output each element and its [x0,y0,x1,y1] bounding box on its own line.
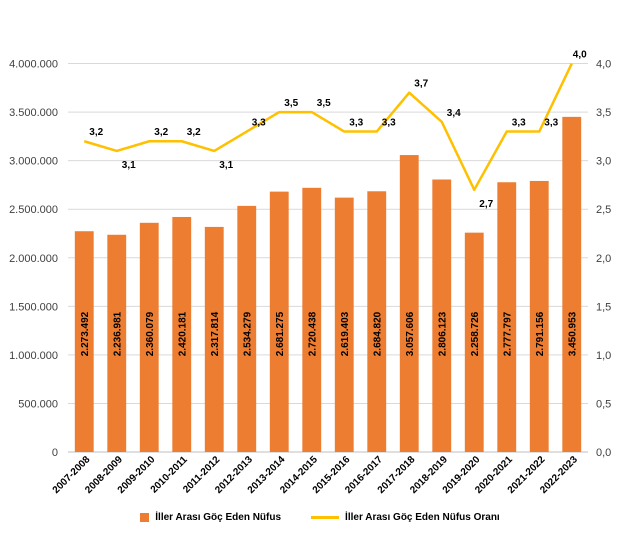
bar [204,226,224,452]
bar-value-label: 2.619.403 [340,311,351,356]
left-axis-tick-label: 3.500.000 [9,107,58,119]
legend-label-line: İller Arası Göç Eden Nüfus Oranı [345,512,500,523]
bar-value-label: 2.420.181 [177,311,188,356]
bar-value-label: 3.057.606 [405,311,416,356]
rate-value-label: 3,3 [512,118,526,129]
right-axis-tick-label: 0,0 [596,447,611,459]
right-axis-tick-label: 4,0 [596,59,611,71]
bar-value-label: 3.450.953 [567,311,578,356]
legend-item-bar: İller Arası Göç Eden Nüfus [140,512,281,523]
bar-value-label: 2.720.438 [307,311,318,356]
rate-value-label: 2,7 [479,199,493,210]
legend-swatch-line [311,516,340,519]
right-axis-tick-label: 3,0 [596,156,611,168]
combo-chart-svg: 0 500.000 1.000.000 1.500.000 2.000.000 2.500… [9,50,611,496]
bar-value-label: 2.236.981 [112,311,123,356]
bar [139,222,159,452]
legend-swatch-bar [140,513,150,522]
rate-value-label: 3,3 [252,118,266,129]
rate-line [83,63,573,192]
rate-value-label: 3,5 [317,98,331,109]
bar-value-label: 2.791.156 [535,311,546,356]
rate-value-label: 3,3 [349,118,363,129]
bar [399,155,419,452]
right-axis-tick-label: 1,5 [596,301,611,313]
bar [334,197,354,452]
left-axis-tick-label: 1.500.000 [9,301,58,313]
bar [172,216,192,452]
right-axis-tick-label: 2,0 [596,253,611,265]
rate-value-label: 3,1 [219,160,233,171]
rate-value-label: 3,5 [284,98,298,109]
bar-value-label: 2.317.814 [210,311,221,356]
bar-value-label: 2.777.797 [502,311,513,356]
rate-value-label: 3,7 [414,79,428,90]
right-axis-tick-label: 2,5 [596,204,611,216]
rate-value-label: 4,0 [573,50,587,61]
right-axis-tick-label: 1,0 [596,350,611,362]
left-axis-tick-label: 1.000.000 [9,350,58,362]
bar [497,182,517,452]
bar [237,205,257,452]
left-axis-tick-label: 4.000.000 [9,59,58,71]
legend-item-line: İller Arası Göç Eden Nüfus Oranı [311,512,500,523]
bar-value-label: 2.806.123 [437,311,448,356]
left-axis-tick-label: 2.000.000 [9,253,58,265]
bar-value-label: 2.684.820 [372,311,383,356]
rate-value-label: 3,2 [187,127,201,138]
bar-value-label: 2.534.279 [242,311,253,356]
right-axis-tick-label: 0,5 [596,398,611,410]
bar [107,234,127,452]
rate-value-label: 3,2 [154,127,168,138]
bar-value-label: 2.360.079 [145,311,156,356]
bar [74,231,94,452]
rate-value-label: 3,2 [89,127,103,138]
bar [464,232,484,452]
legend: İller Arası Göç Eden Nüfus İller Arası G… [0,512,640,523]
rate-value-label: 3,3 [544,118,558,129]
bar-value-label: 2.258.726 [470,311,481,356]
bar-value-label: 2.273.492 [80,311,91,356]
left-axis-tick-label: 500.000 [18,398,58,410]
bar-value-label: 2.681.275 [275,311,286,356]
right-axis-tick-label: 3,5 [596,107,611,119]
left-axis-tick-label: 3.000.000 [9,156,58,168]
left-axis-tick-label: 2.500.000 [9,204,58,216]
bar [432,179,452,453]
rate-value-label: 3,1 [122,160,136,171]
bar [269,191,289,452]
legend-label-bar: İller Arası Göç Eden Nüfus [155,512,282,523]
bar [562,116,582,453]
rate-value-label: 3,3 [382,118,396,129]
rate-value-label: 3,4 [447,108,461,119]
left-axis-tick-label: 0 [52,447,58,459]
bar [367,191,387,452]
bar [529,180,549,452]
bar [302,187,322,452]
